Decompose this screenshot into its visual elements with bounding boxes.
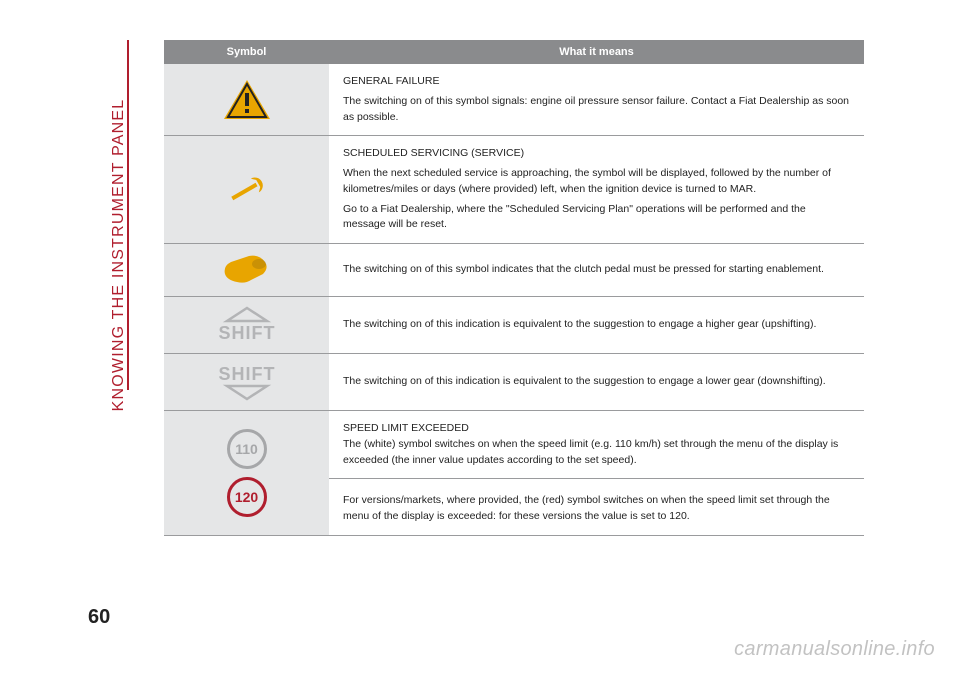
- table-row: SCHEDULED SERVICING (SERVICE) When the n…: [164, 136, 864, 244]
- row-text: When the next scheduled service is appro…: [343, 166, 850, 198]
- warning-triangle-icon: [221, 77, 273, 123]
- sub-meaning-2: For versions/markets, where provided, th…: [329, 483, 864, 535]
- row-text-2: Go to a Fiat Dealership, where the "Sche…: [343, 202, 850, 234]
- shift-label: SHIFT: [218, 364, 275, 384]
- meaning-cell: The switching on of this indication is e…: [329, 354, 864, 410]
- speed-120-icon: 120: [227, 477, 267, 517]
- header-meaning: What it means: [329, 40, 864, 64]
- row-title: SCHEDULED SERVICING (SERVICE): [343, 146, 850, 162]
- row-text: The switching on of this indication is e…: [343, 317, 850, 333]
- symbol-cell: [164, 244, 329, 296]
- symbol-cell: [164, 136, 329, 243]
- meaning-cell: The switching on of this symbol indicate…: [329, 244, 864, 296]
- clutch-foot-icon: [219, 252, 275, 288]
- row-text: The switching on of this symbol signals:…: [343, 94, 850, 126]
- row-text: The switching on of this indication is e…: [343, 374, 850, 390]
- meaning-cell: SCHEDULED SERVICING (SERVICE) When the n…: [329, 136, 864, 243]
- red-divider: [127, 40, 129, 390]
- symbols-table: Symbol What it means GENERAL FAILURE The…: [164, 40, 864, 536]
- table-row: SHIFT The switching on of this indicatio…: [164, 354, 864, 411]
- table-row: SHIFT The switching on of this indicatio…: [164, 297, 864, 354]
- row-text-2: For versions/markets, where provided, th…: [343, 493, 850, 525]
- shift-up-icon: SHIFT: [207, 305, 287, 345]
- wrench-icon: [218, 168, 276, 212]
- sub-meaning-1: SPEED LIMIT EXCEEDED The (white) symbol …: [329, 411, 864, 479]
- symbol-cell: [164, 64, 329, 135]
- meaning-cell: The switching on of this indication is e…: [329, 297, 864, 353]
- table-row: GENERAL FAILURE The switching on of this…: [164, 64, 864, 136]
- speed-110-icon: 110: [227, 429, 267, 469]
- table-header-row: Symbol What it means: [164, 40, 864, 64]
- row-title: SPEED LIMIT EXCEEDED: [343, 421, 850, 437]
- row-title: GENERAL FAILURE: [343, 74, 850, 90]
- section-title: KNOWING THE INSTRUMENT PANEL: [110, 99, 128, 412]
- symbol-cell: SHIFT: [164, 354, 329, 410]
- row-text: The switching on of this symbol indicate…: [343, 262, 850, 278]
- shift-label: SHIFT: [218, 323, 275, 343]
- symbol-cell: 110 120: [164, 411, 329, 535]
- table-row: The switching on of this symbol indicate…: [164, 244, 864, 297]
- watermark: carmanualsonline.info: [734, 638, 935, 661]
- shift-down-icon: SHIFT: [207, 362, 287, 402]
- symbol-cell: SHIFT: [164, 297, 329, 353]
- page-number: 60: [88, 606, 110, 629]
- table-row: 110 120 SPEED LIMIT EXCEEDED The (white)…: [164, 411, 864, 536]
- row-text: The (white) symbol switches on when the …: [343, 437, 850, 469]
- meaning-cell: GENERAL FAILURE The switching on of this…: [329, 64, 864, 135]
- header-symbol: Symbol: [164, 40, 329, 64]
- meaning-cell: SPEED LIMIT EXCEEDED The (white) symbol …: [329, 411, 864, 535]
